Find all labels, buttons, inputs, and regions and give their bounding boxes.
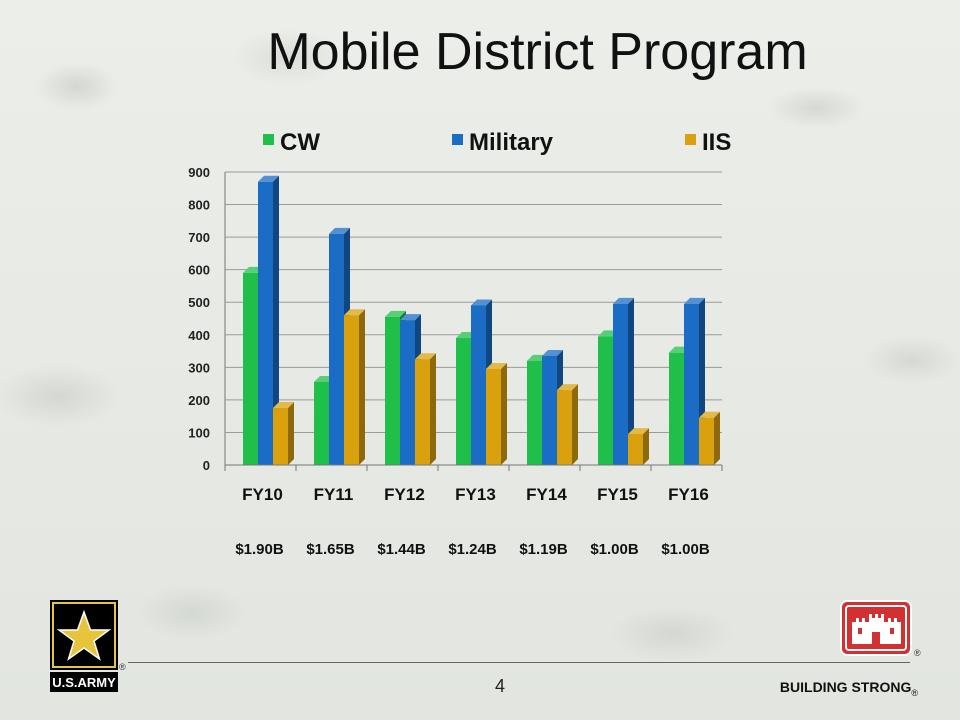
- army-logo-text: U.S.ARMY: [52, 675, 116, 690]
- y-tick-label: 500: [188, 295, 210, 310]
- bar-cw-fy14: [527, 361, 542, 465]
- army-registered-mark: ®: [119, 662, 126, 672]
- y-tick-label: 400: [188, 328, 210, 343]
- bar-cw-fy12: [385, 317, 400, 465]
- total-label: $1.24B: [448, 541, 497, 558]
- legend-label-iis: IIS: [702, 129, 731, 156]
- legend-label-cw: CW: [280, 129, 320, 156]
- bar-cw-fy11: [314, 382, 329, 465]
- bar-military-fy15: [613, 304, 628, 465]
- y-tick-label: 600: [188, 263, 210, 278]
- bar-side-iis: [359, 309, 365, 465]
- bar-cw-fy15: [598, 336, 613, 465]
- bar-side-iis: [288, 402, 294, 465]
- y-tick-label: 200: [188, 393, 210, 408]
- bar-iis-fy16: [699, 418, 714, 465]
- bar-military-fy12: [400, 320, 415, 465]
- y-axis-tick-labels: 0 100 200 300 400 500 600 700 800 900: [188, 165, 210, 473]
- bar-iis-fy12: [415, 359, 430, 465]
- total-label: $1.65B: [306, 541, 355, 558]
- bar-side-iis: [430, 353, 436, 465]
- bar-iis-fy13: [486, 369, 501, 465]
- legend-swatch-iis: [685, 134, 696, 145]
- bar-cw-fy13: [456, 338, 471, 465]
- total-labels: $1.90B $1.65B $1.44B $1.24B $1.19B $1.00B $1.0…: [235, 541, 710, 558]
- total-label: $1.19B: [519, 541, 568, 558]
- y-tick-label: 900: [188, 165, 210, 180]
- bar-side-iis: [714, 412, 720, 465]
- total-label: $1.90B: [235, 541, 284, 558]
- usace-registered-mark: ®: [914, 648, 921, 658]
- legend-swatch-military: [452, 134, 463, 145]
- total-label: $1.00B: [590, 541, 639, 558]
- x-tick-label: FY14: [526, 485, 567, 504]
- bar-military-fy14: [542, 356, 557, 465]
- y-tick-label: 300: [188, 360, 210, 375]
- bar-military-fy11: [329, 234, 344, 465]
- x-tick-label: FY15: [597, 485, 638, 504]
- bar-side-iis: [501, 363, 507, 465]
- legend: CW Military IIS: [263, 129, 731, 156]
- footer-divider: [128, 662, 910, 663]
- x-tick-label: FY11: [314, 485, 354, 504]
- total-label: $1.44B: [377, 541, 426, 558]
- bar-iis-fy10: [273, 408, 288, 465]
- bar-iis-fy14: [557, 390, 572, 465]
- x-tick-label: FY12: [384, 485, 425, 504]
- x-tick-label: FY13: [455, 485, 496, 504]
- building-strong-tagline: BUILDING STRONG®: [780, 679, 918, 698]
- total-label: $1.00B: [661, 541, 710, 558]
- bar-cw-fy10: [243, 273, 258, 465]
- bar-military-fy10: [258, 182, 273, 465]
- bar-side-iis: [572, 384, 578, 465]
- page-number: 4: [480, 676, 520, 697]
- bar-side-iis: [643, 428, 649, 465]
- bar-cw-fy16: [669, 353, 684, 465]
- x-axis-category-labels: FY10 FY11 FY12 FY13 FY14 FY15 FY16: [242, 485, 709, 504]
- bar-iis-fy11: [344, 315, 359, 465]
- y-tick-label: 100: [188, 425, 210, 440]
- y-tick-label: 800: [188, 198, 210, 213]
- us-army-logo: U.S.ARMY: [48, 598, 120, 694]
- y-tick-label: 0: [203, 458, 210, 473]
- bar-military-fy16: [684, 304, 699, 465]
- bar-military-fy13: [471, 305, 486, 465]
- x-axis: [225, 465, 722, 471]
- bar-iis-fy15: [628, 434, 643, 465]
- legend-label-military: Military: [469, 129, 554, 156]
- x-tick-label: FY10: [242, 485, 283, 504]
- bars: [243, 176, 720, 465]
- y-tick-label: 700: [188, 230, 210, 245]
- x-tick-label: FY16: [668, 485, 709, 504]
- usace-castle-logo: [840, 600, 912, 656]
- legend-swatch-cw: [263, 134, 274, 145]
